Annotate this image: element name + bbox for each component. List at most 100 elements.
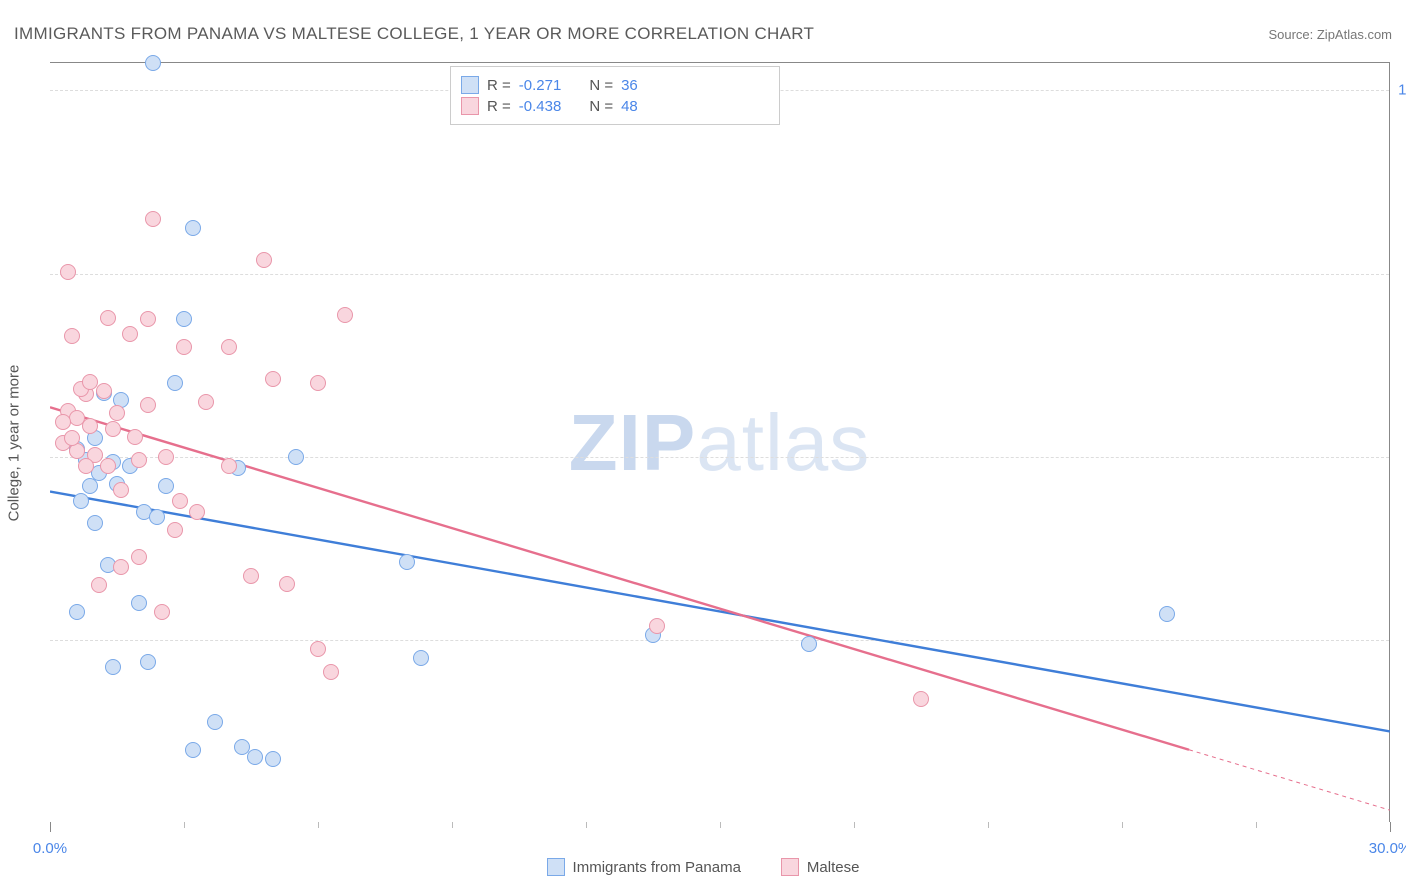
x-tick bbox=[50, 822, 51, 832]
data-point-maltese bbox=[109, 405, 125, 421]
data-point-maltese bbox=[78, 458, 94, 474]
data-point-maltese bbox=[913, 691, 929, 707]
data-point-maltese bbox=[145, 211, 161, 227]
data-point-maltese bbox=[256, 252, 272, 268]
trend-overlay bbox=[50, 63, 1390, 823]
data-point-maltese bbox=[172, 493, 188, 509]
x-tick bbox=[1390, 822, 1391, 832]
legend-row-maltese: R = -0.438 N = 48 bbox=[461, 97, 769, 115]
data-point-maltese bbox=[55, 414, 71, 430]
data-point-maltese bbox=[91, 577, 107, 593]
data-point-panama bbox=[131, 595, 147, 611]
data-point-maltese bbox=[60, 264, 76, 280]
n-value-panama: 36 bbox=[621, 77, 638, 94]
legend-row-panama: R = -0.271 N = 36 bbox=[461, 76, 769, 94]
data-point-maltese bbox=[82, 374, 98, 390]
data-point-panama bbox=[207, 714, 223, 730]
data-point-panama bbox=[82, 478, 98, 494]
data-point-maltese bbox=[310, 641, 326, 657]
data-point-panama bbox=[145, 55, 161, 71]
data-point-maltese bbox=[64, 430, 80, 446]
y-axis-label: College, 1 year or more bbox=[6, 364, 23, 521]
data-point-maltese bbox=[131, 549, 147, 565]
gridline bbox=[50, 274, 1389, 275]
n-label: N = bbox=[589, 77, 613, 94]
watermark-bold: ZIP bbox=[569, 398, 696, 487]
data-point-maltese bbox=[323, 664, 339, 680]
data-point-maltese bbox=[167, 522, 183, 538]
r-value-maltese: -0.438 bbox=[519, 98, 562, 115]
data-point-maltese bbox=[337, 307, 353, 323]
source-attribution: Source: ZipAtlas.com bbox=[1268, 27, 1392, 42]
data-point-panama bbox=[167, 375, 183, 391]
data-point-maltese bbox=[140, 311, 156, 327]
series-label-maltese: Maltese bbox=[807, 859, 860, 876]
x-tick bbox=[1122, 822, 1123, 828]
trendline-panama bbox=[50, 492, 1390, 732]
data-point-maltese bbox=[189, 504, 205, 520]
data-point-maltese bbox=[154, 604, 170, 620]
watermark-light: atlas bbox=[696, 398, 870, 487]
data-point-maltese bbox=[243, 568, 259, 584]
data-point-panama bbox=[73, 493, 89, 509]
data-point-maltese bbox=[279, 576, 295, 592]
data-point-panama bbox=[140, 654, 156, 670]
title-bar: IMMIGRANTS FROM PANAMA VS MALTESE COLLEG… bbox=[14, 18, 1392, 50]
plot-area: ZIPatlas College, 1 year or more 40.0%60… bbox=[50, 62, 1390, 822]
data-point-panama bbox=[247, 749, 263, 765]
y-tick-label: 100.0% bbox=[1398, 82, 1406, 99]
x-tick-label: 0.0% bbox=[33, 840, 67, 857]
data-point-maltese bbox=[100, 458, 116, 474]
data-point-maltese bbox=[131, 452, 147, 468]
r-label: R = bbox=[487, 98, 511, 115]
data-point-maltese bbox=[105, 421, 121, 437]
chart-container: IMMIGRANTS FROM PANAMA VS MALTESE COLLEG… bbox=[0, 0, 1406, 892]
data-point-panama bbox=[176, 311, 192, 327]
r-value-panama: -0.271 bbox=[519, 77, 562, 94]
data-point-maltese bbox=[158, 449, 174, 465]
data-point-maltese bbox=[649, 618, 665, 634]
legend-series: Immigrants from Panama Maltese bbox=[0, 858, 1406, 876]
x-tick bbox=[318, 822, 319, 828]
data-point-maltese bbox=[82, 418, 98, 434]
data-point-panama bbox=[185, 742, 201, 758]
swatch-panama-icon bbox=[547, 858, 565, 876]
data-point-panama bbox=[1159, 606, 1175, 622]
data-point-maltese bbox=[64, 328, 80, 344]
x-tick bbox=[854, 822, 855, 828]
gridline bbox=[50, 640, 1389, 641]
data-point-maltese bbox=[221, 458, 237, 474]
data-point-panama bbox=[105, 659, 121, 675]
data-point-maltese bbox=[310, 375, 326, 391]
data-point-panama bbox=[265, 751, 281, 767]
legend-item-maltese: Maltese bbox=[781, 858, 860, 876]
data-point-maltese bbox=[221, 339, 237, 355]
data-point-panama bbox=[185, 220, 201, 236]
data-point-maltese bbox=[113, 559, 129, 575]
data-point-maltese bbox=[198, 394, 214, 410]
data-point-maltese bbox=[140, 397, 156, 413]
swatch-maltese bbox=[461, 97, 479, 115]
legend-item-panama: Immigrants from Panama bbox=[547, 858, 741, 876]
n-value-maltese: 48 bbox=[621, 98, 638, 115]
n-label: N = bbox=[589, 98, 613, 115]
gridline bbox=[50, 457, 1389, 458]
swatch-maltese-icon bbox=[781, 858, 799, 876]
data-point-panama bbox=[288, 449, 304, 465]
data-point-maltese bbox=[100, 310, 116, 326]
x-tick bbox=[586, 822, 587, 828]
data-point-panama bbox=[158, 478, 174, 494]
data-point-maltese bbox=[176, 339, 192, 355]
trendline-ext-maltese bbox=[1189, 750, 1390, 810]
x-tick bbox=[988, 822, 989, 828]
x-tick bbox=[1256, 822, 1257, 828]
data-point-panama bbox=[87, 515, 103, 531]
r-label: R = bbox=[487, 77, 511, 94]
trendline-maltese bbox=[50, 407, 1189, 749]
data-point-maltese bbox=[113, 482, 129, 498]
data-point-maltese bbox=[96, 383, 112, 399]
data-point-panama bbox=[413, 650, 429, 666]
data-point-panama bbox=[149, 509, 165, 525]
data-point-panama bbox=[69, 604, 85, 620]
swatch-panama bbox=[461, 76, 479, 94]
